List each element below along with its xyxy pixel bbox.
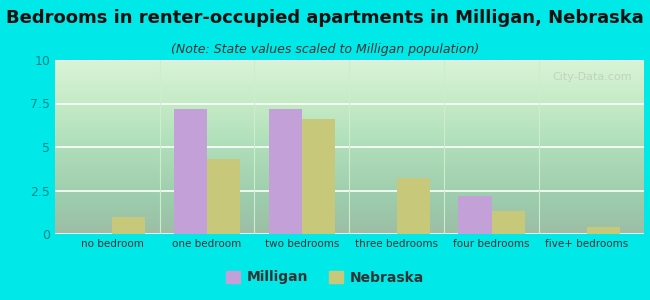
Bar (207, 159, 240, 234)
Text: City-Data.com: City-Data.com (552, 72, 632, 82)
Bar (174, 109, 207, 234)
Text: Bedrooms in renter-occupied apartments in Milligan, Nebraska: Bedrooms in renter-occupied apartments i… (6, 9, 644, 27)
Legend: Milligan, Nebraska: Milligan, Nebraska (220, 265, 430, 290)
Bar (586, 227, 620, 234)
Bar (302, 119, 335, 234)
Bar (268, 109, 302, 234)
Text: (Note: State values scaled to Milligan population): (Note: State values scaled to Milligan p… (171, 44, 479, 56)
Bar (491, 212, 525, 234)
Bar (396, 178, 430, 234)
Bar (112, 217, 146, 234)
Bar (458, 196, 491, 234)
